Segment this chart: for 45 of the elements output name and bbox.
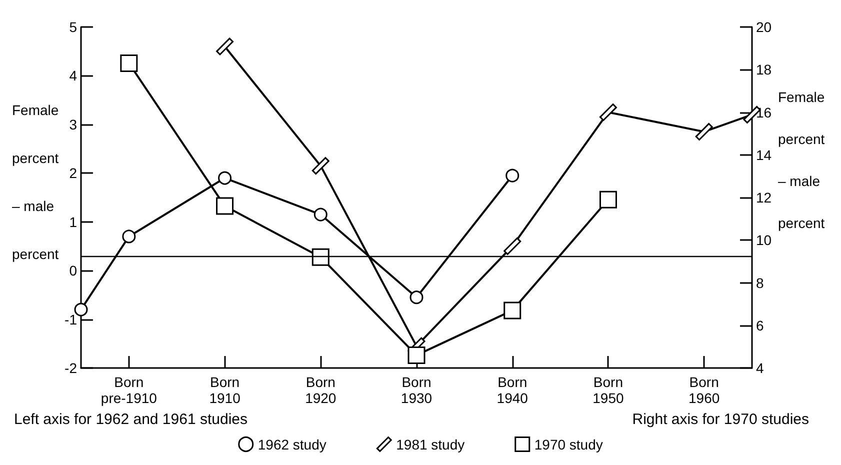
x-tick-label: Born 1950: [592, 374, 624, 406]
text: Left axis for 1962 and 1961 studies: [14, 411, 248, 428]
point: [314, 208, 328, 222]
y2-tick-label: 4: [756, 360, 764, 376]
text: Right axis for 1970 studies: [632, 411, 810, 428]
point: [74, 302, 88, 316]
y2-tick-label: 6: [756, 317, 764, 334]
text: Female percent – male percent: [778, 89, 825, 231]
point: [504, 237, 522, 255]
y2-tick-label: 12: [756, 190, 772, 206]
point: [120, 54, 138, 72]
point: [599, 190, 617, 208]
x-tick-label: Born 1920: [305, 374, 336, 406]
y-tick-label: 4: [69, 68, 78, 84]
point: [122, 230, 136, 244]
y-tick-label: 1: [69, 214, 78, 230]
x-tick-label: Born 1960: [688, 374, 720, 406]
point: [504, 302, 522, 320]
y2-tick-label: 20: [756, 19, 772, 35]
text: Female percent – male percent: [12, 102, 59, 262]
legend-label: 1981 study: [396, 436, 465, 452]
y-tick-label: 0: [69, 262, 78, 279]
x-tick-label: Born 1910: [209, 374, 241, 406]
legend-label: 1962 study: [258, 436, 326, 452]
y-tick-label: 3: [69, 116, 78, 132]
point: [599, 104, 617, 121]
y2-tick-label: 10: [756, 232, 772, 248]
y2-tick-label: 18: [756, 62, 772, 78]
x-tick-label: Born 1930: [400, 374, 432, 406]
point: [410, 290, 424, 304]
y-tick-label: 5: [69, 19, 78, 35]
y-tick-label: -2: [64, 360, 78, 376]
legend-label: 1970 study: [534, 436, 603, 452]
point: [312, 157, 330, 175]
y2-tick-label: 14: [756, 146, 772, 163]
x-tick-label: Born 1940: [496, 374, 528, 406]
point: [312, 248, 330, 266]
point: [218, 171, 232, 185]
x-tick-label: Born pre-1910: [100, 374, 158, 406]
y2-tick-label: 8: [756, 274, 764, 291]
point: [408, 346, 426, 364]
point: [506, 168, 520, 182]
y-tick-label: 2: [69, 165, 78, 182]
point: [216, 197, 234, 215]
y-tick-label: -1: [64, 311, 78, 328]
